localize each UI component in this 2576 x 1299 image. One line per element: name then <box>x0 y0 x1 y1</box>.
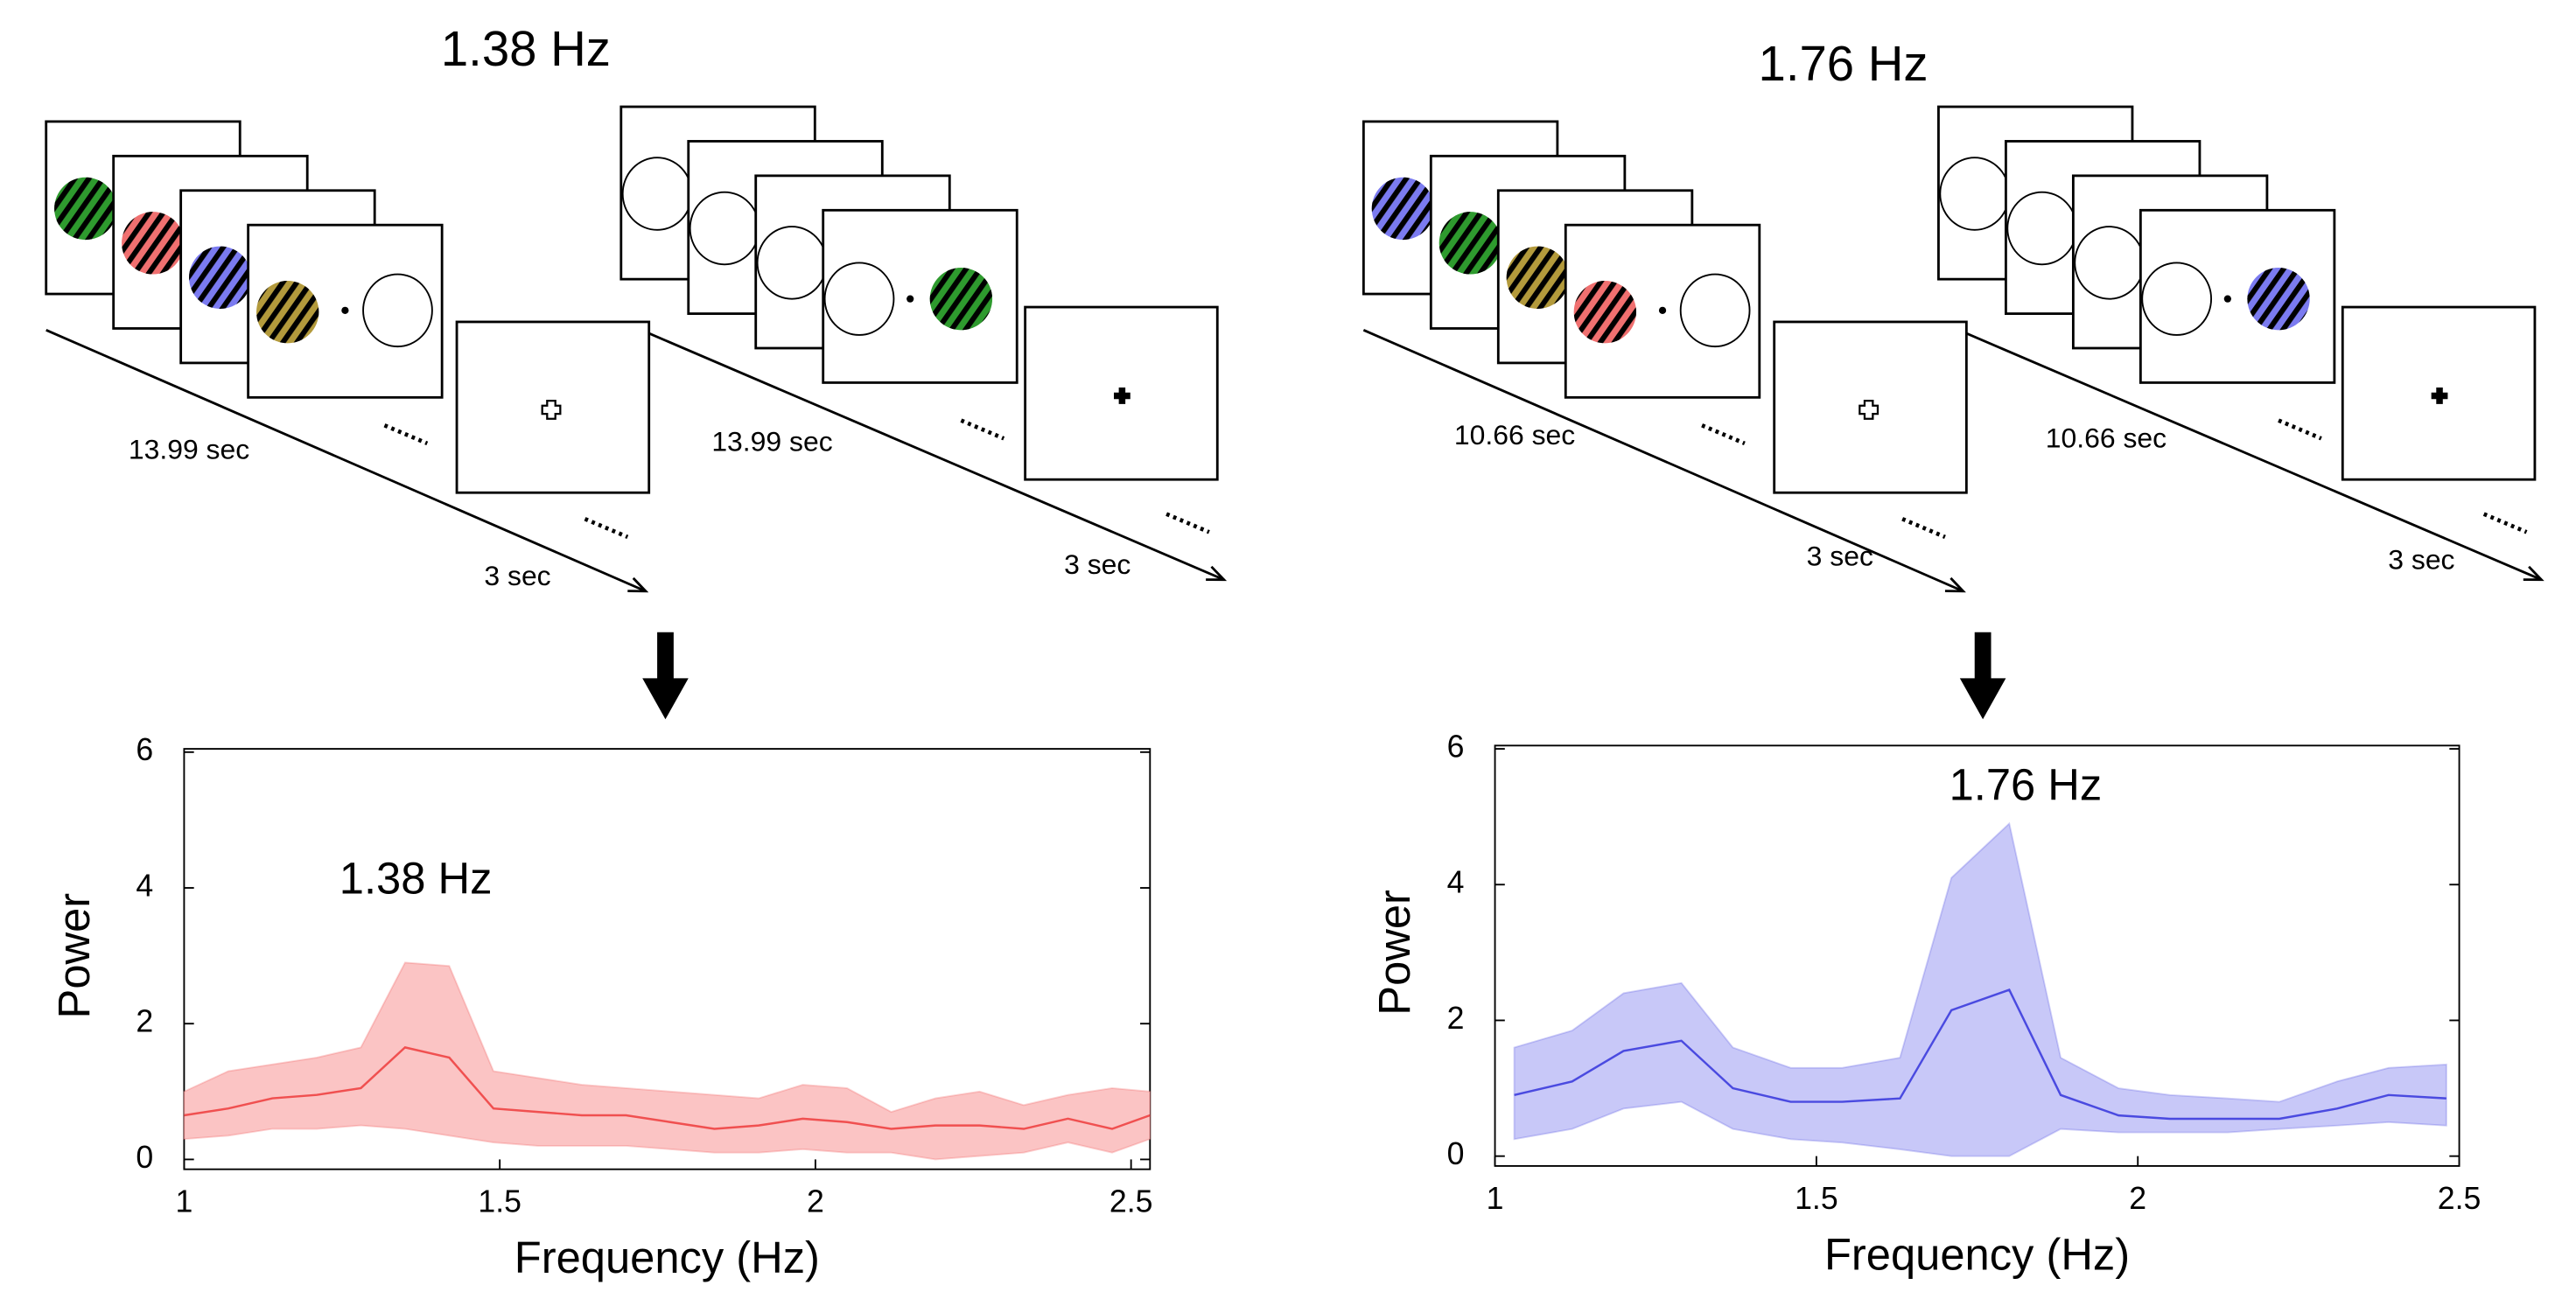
y-tick-label: 4 <box>1447 865 1465 900</box>
timeline-head <box>1944 576 1966 593</box>
confidence-band <box>183 961 1152 1161</box>
y-tick-label: 6 <box>136 732 153 767</box>
peak-annotation: 1.38 Hz <box>340 854 493 904</box>
stimulus-stripes <box>122 212 185 275</box>
y-tick-label: 4 <box>136 868 153 903</box>
x-axis-label: Frequency (Hz) <box>1824 1229 2130 1279</box>
ellipsis <box>2482 512 2528 534</box>
y-tick-label: 2 <box>1447 1001 1465 1036</box>
y-axis-label: Power <box>49 893 99 1019</box>
stimulus-stripes <box>1506 246 1570 309</box>
empty-disk <box>2074 226 2146 300</box>
empty-disk <box>823 262 895 336</box>
duration-label: 10.66 sec <box>2046 423 2166 454</box>
stimulus-stripes <box>2247 268 2310 331</box>
y-tick-label: 6 <box>1447 730 1465 765</box>
x-tick-label: 2.5 <box>1110 1184 1153 1219</box>
y-tick-label: 2 <box>136 1004 153 1039</box>
timeline <box>1965 332 2542 582</box>
x-axis-label: Frequency (Hz) <box>514 1233 820 1282</box>
down-arrow <box>1959 632 2006 720</box>
timeline-head <box>1206 565 1228 582</box>
ellipsis <box>1701 423 1746 446</box>
mean-line <box>184 1046 1151 1130</box>
fixation-dot <box>341 306 349 314</box>
empty-disk <box>689 191 760 266</box>
peak-annotation: 1.76 Hz <box>1950 760 2103 810</box>
x-tick-label: 1 <box>175 1184 192 1219</box>
timeline <box>648 332 1225 582</box>
timeline-head <box>627 576 649 593</box>
duration-label: 3 sec <box>1064 548 1130 580</box>
paradigm-diagram <box>1362 105 2544 720</box>
fixation-dot <box>906 295 914 303</box>
empty-disk <box>756 226 828 300</box>
mean-line <box>1514 988 2446 1121</box>
ellipsis <box>1901 517 1946 540</box>
empty-disk <box>2141 262 2213 336</box>
y-tick-label: 0 <box>1447 1136 1465 1171</box>
stimulus-stripes <box>929 268 993 331</box>
duration-label: 3 sec <box>1807 541 1873 572</box>
duration-label: 10.66 sec <box>1454 419 1575 450</box>
y-tick-label: 0 <box>136 1140 153 1175</box>
x-tick-label: 2 <box>807 1184 824 1219</box>
plot-frame <box>1494 744 2460 1167</box>
timeline <box>1362 329 1964 593</box>
fixation-dot <box>2223 295 2231 303</box>
x-tick-label: 1.5 <box>478 1184 522 1219</box>
duration-label: 13.99 sec <box>711 425 832 457</box>
empty-disk <box>362 273 433 348</box>
down-arrow <box>642 632 689 720</box>
ellipsis <box>584 517 629 540</box>
duration-label: 13.99 sec <box>129 434 249 465</box>
fixation-cross-open <box>1858 399 1880 420</box>
timeline-head <box>2523 565 2544 582</box>
x-tick-label: 2 <box>2129 1181 2146 1216</box>
stimulus-stripes <box>256 281 319 344</box>
x-tick-label: 1.5 <box>1795 1181 1838 1216</box>
duration-label: 3 sec <box>2388 543 2454 575</box>
fixation-dot <box>1658 306 1667 314</box>
empty-disk <box>2006 191 2078 266</box>
empty-disk <box>621 157 693 231</box>
stimulus-stripes <box>1371 177 1435 241</box>
fixation-cross-filled <box>2431 388 2448 404</box>
diagram-title: 1.76 Hz <box>1759 36 1928 91</box>
plot-frame <box>183 748 1152 1170</box>
paradigm-diagram <box>45 105 1228 720</box>
ellipsis <box>1166 512 1210 534</box>
stimulus-stripes <box>54 177 117 241</box>
ellipsis <box>2278 418 2322 441</box>
x-tick-label: 2.5 <box>2438 1181 2482 1216</box>
empty-disk <box>1939 157 2011 231</box>
fixation-cross-open <box>541 399 562 420</box>
stimulus-stripes <box>189 246 252 309</box>
confidence-band <box>1513 821 2447 1157</box>
stimulus-stripes <box>1438 212 1502 275</box>
empty-disk <box>1679 273 1751 348</box>
ellipsis <box>383 423 429 446</box>
x-tick-label: 1 <box>1487 1181 1504 1216</box>
ellipsis <box>960 418 1005 441</box>
stimulus-stripes <box>1573 281 1637 344</box>
timeline <box>46 329 647 593</box>
diagram-title: 1.38 Hz <box>441 21 611 76</box>
duration-label: 3 sec <box>484 560 550 591</box>
fixation-cross-filled <box>1113 388 1130 404</box>
y-axis-label: Power <box>1369 890 1419 1016</box>
